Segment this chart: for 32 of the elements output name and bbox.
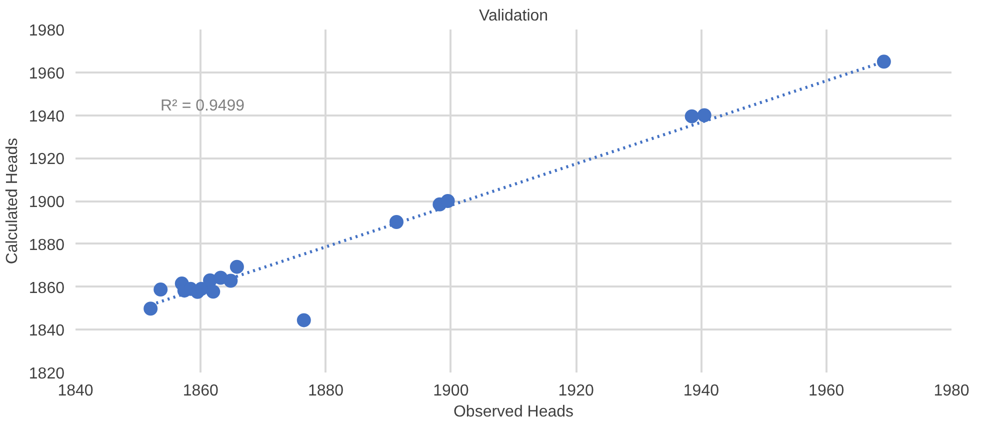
x-tick-label: 1880 [308, 382, 344, 400]
y-tick-label: 1900 [28, 194, 65, 211]
y-tick-label: 1940 [28, 108, 65, 126]
y-tick-label: 1920 [28, 151, 65, 168]
x-tick-label: 1980 [934, 382, 970, 400]
annotation: R² = 0.9499 [160, 98, 245, 114]
x-tick-label: 1860 [182, 382, 219, 400]
x-tick-label: 1960 [808, 382, 844, 400]
point [224, 274, 238, 288]
point [230, 260, 244, 274]
point [389, 215, 404, 229]
y-tick-label: 1960 [28, 65, 65, 82]
point [144, 302, 158, 316]
x-axis-title: Observed Heads [453, 404, 574, 420]
y-tick-label: 1980 [28, 22, 65, 40]
point [440, 194, 455, 208]
y-tick-label: 1840 [28, 322, 65, 340]
x-tick-label: 1840 [58, 382, 94, 400]
point [876, 54, 891, 69]
point [154, 282, 168, 297]
point [684, 109, 699, 124]
point [296, 313, 311, 328]
x-tick-label: 1920 [558, 382, 594, 400]
x-tick-label: 1940 [683, 382, 720, 400]
y-tick-label: 1820 [28, 366, 65, 382]
point [697, 108, 712, 122]
x-tick-label: 1900 [433, 382, 469, 400]
chart-title: Validation [478, 8, 548, 24]
y-tick-label: 1880 [28, 236, 65, 254]
y-tick-label: 1860 [28, 280, 65, 297]
y-axis-title: Calculated Heads [4, 138, 21, 264]
point [206, 284, 220, 299]
